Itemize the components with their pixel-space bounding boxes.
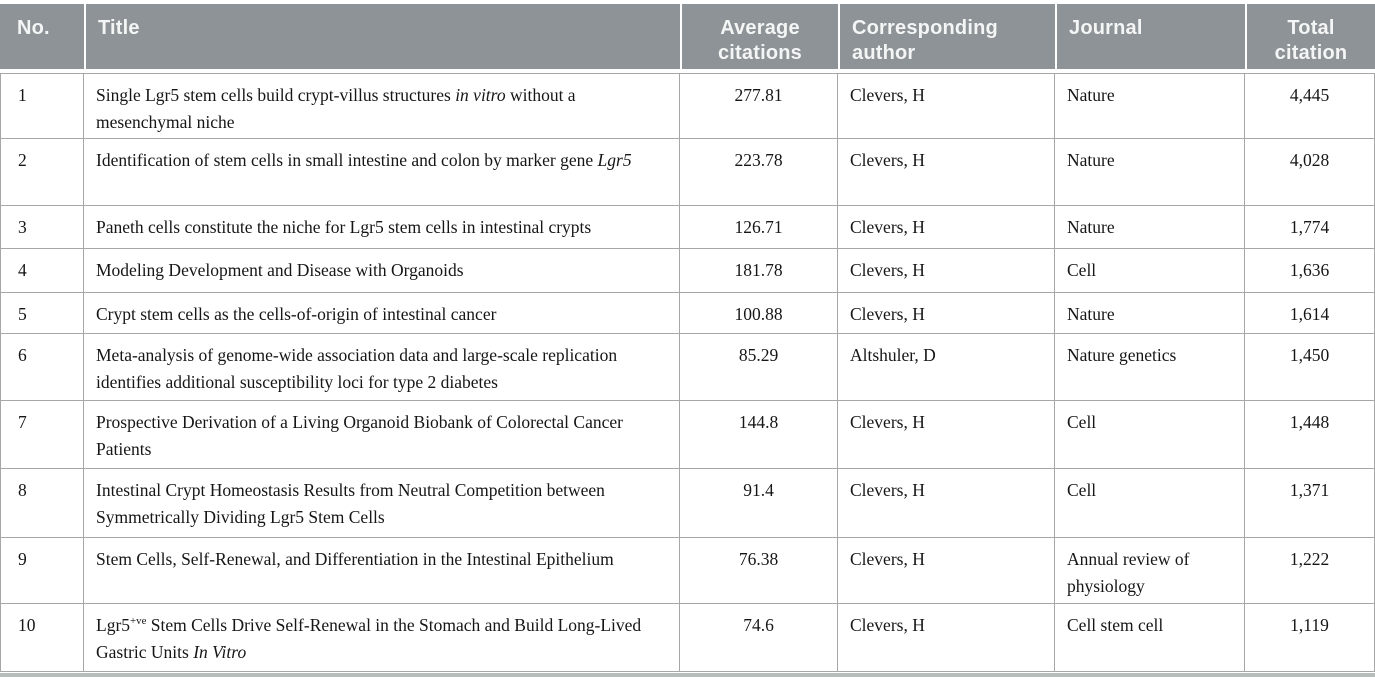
cell-corresponding-author: Clevers, H bbox=[838, 139, 1055, 206]
cell-title: Single Lgr5 stem cells build crypt-villu… bbox=[84, 73, 680, 139]
cell-journal: Cell bbox=[1055, 401, 1245, 469]
cell-average-citations: 85.29 bbox=[680, 334, 838, 401]
cell-total-citation: 1,371 bbox=[1245, 469, 1375, 538]
cell-total-citation: 1,774 bbox=[1245, 206, 1375, 249]
cell-total-citation: 1,450 bbox=[1245, 334, 1375, 401]
cell-corresponding-author: Clevers, H bbox=[838, 469, 1055, 538]
title-text: Single Lgr5 stem cells build crypt-villu… bbox=[96, 85, 456, 105]
cell-title: Modeling Development and Disease with Or… bbox=[84, 249, 680, 293]
cell-journal: Nature bbox=[1055, 73, 1245, 139]
cell-no: 5 bbox=[0, 293, 84, 334]
title-text: Lgr5 bbox=[96, 615, 131, 635]
header-row: No. Title Average citations Correspondin… bbox=[0, 4, 1375, 73]
cell-corresponding-author: Clevers, H bbox=[838, 206, 1055, 249]
title-text: Identification of stem cells in small in… bbox=[96, 150, 598, 170]
column-header-title: Title bbox=[84, 4, 680, 73]
title-text: Paneth cells constitute the niche for Lg… bbox=[96, 217, 592, 237]
cell-corresponding-author: Clevers, H bbox=[838, 249, 1055, 293]
cell-average-citations: 74.6 bbox=[680, 604, 838, 672]
title-text: Meta-analysis of genome-wide association… bbox=[96, 345, 618, 392]
cell-no: 6 bbox=[0, 334, 84, 401]
cell-no: 4 bbox=[0, 249, 84, 293]
cell-journal: Nature bbox=[1055, 139, 1245, 206]
table-row: 9 Stem Cells, Self-Renewal, and Different… bbox=[0, 538, 1375, 604]
column-header-no: No. bbox=[0, 4, 84, 73]
cell-journal: Cell stem cell bbox=[1055, 604, 1245, 672]
italic-text: in vitro bbox=[455, 85, 506, 105]
table-row: 6 Meta-analysis of genome-wide associatio… bbox=[0, 334, 1375, 401]
cell-no: 10 bbox=[0, 604, 84, 672]
table-row: 8 Intestinal Crypt Homeostasis Results fr… bbox=[0, 469, 1375, 538]
cell-journal: Nature genetics bbox=[1055, 334, 1245, 401]
title-text: Prospective Derivation of a Living Organ… bbox=[96, 412, 623, 459]
table-row: 10 Lgr5+ve Stem Cells Drive Self-Renewal … bbox=[0, 604, 1375, 672]
table-bottom-rule bbox=[0, 673, 1375, 677]
table-body: 1 Single Lgr5 stem cells build crypt-vill… bbox=[0, 73, 1375, 672]
cell-corresponding-author: Clevers, H bbox=[838, 401, 1055, 469]
cell-journal: Nature bbox=[1055, 206, 1245, 249]
column-header-journal: Journal bbox=[1055, 4, 1245, 73]
cell-no: 8 bbox=[0, 469, 84, 538]
cell-journal: Nature bbox=[1055, 293, 1245, 334]
title-text: without a mesenchymal niche bbox=[96, 85, 576, 132]
title-text: Intestinal Crypt Homeostasis Results fro… bbox=[96, 480, 605, 527]
cell-average-citations: 277.81 bbox=[680, 73, 838, 139]
title-text: Crypt stem cells as the cells-of-origin … bbox=[96, 304, 497, 324]
cell-no: 1 bbox=[0, 73, 84, 139]
title-text: Modeling Development and Disease with Or… bbox=[96, 260, 464, 280]
cell-title: Meta-analysis of genome-wide association… bbox=[84, 334, 680, 401]
cell-title: Identification of stem cells in small in… bbox=[84, 139, 680, 206]
cell-total-citation: 1,636 bbox=[1245, 249, 1375, 293]
title-text: Stem Cells Drive Self-Renewal in the Sto… bbox=[96, 615, 642, 662]
cell-average-citations: 91.4 bbox=[680, 469, 838, 538]
table-row: 1 Single Lgr5 stem cells build crypt-vill… bbox=[0, 73, 1375, 139]
table-row: 5 Crypt stem cells as the cells-of-origin… bbox=[0, 293, 1375, 334]
cell-total-citation: 1,448 bbox=[1245, 401, 1375, 469]
cell-journal: Cell bbox=[1055, 249, 1245, 293]
cell-title: Prospective Derivation of a Living Organ… bbox=[84, 401, 680, 469]
cell-no: 9 bbox=[0, 538, 84, 604]
cell-corresponding-author: Altshuler, D bbox=[838, 334, 1055, 401]
cell-corresponding-author: Clevers, H bbox=[838, 293, 1055, 334]
column-header-average-citations: Average citations bbox=[680, 4, 838, 73]
table-row: 4 Modeling Development and Disease with O… bbox=[0, 249, 1375, 293]
table-row: 2 Identification of stem cells in small i… bbox=[0, 139, 1375, 206]
cell-title: Stem Cells, Self-Renewal, and Differenti… bbox=[84, 538, 680, 604]
cell-total-citation: 1,222 bbox=[1245, 538, 1375, 604]
cell-average-citations: 126.71 bbox=[680, 206, 838, 249]
cell-corresponding-author: Clevers, H bbox=[838, 538, 1055, 604]
cell-title: Intestinal Crypt Homeostasis Results fro… bbox=[84, 469, 680, 538]
cell-average-citations: 223.78 bbox=[680, 139, 838, 206]
title-text: Stem Cells, Self-Renewal, and Differenti… bbox=[96, 549, 614, 569]
table-row: 7 Prospective Derivation of a Living Orga… bbox=[0, 401, 1375, 469]
table-row: 3 Paneth cells constitute the niche for L… bbox=[0, 206, 1375, 249]
cell-average-citations: 76.38 bbox=[680, 538, 838, 604]
cell-total-citation: 4,445 bbox=[1245, 73, 1375, 139]
citations-table: No. Title Average citations Correspondin… bbox=[0, 4, 1375, 672]
cell-no: 2 bbox=[0, 139, 84, 206]
cell-title: Paneth cells constitute the niche for Lg… bbox=[84, 206, 680, 249]
cell-average-citations: 100.88 bbox=[680, 293, 838, 334]
cell-corresponding-author: Clevers, H bbox=[838, 604, 1055, 672]
cell-journal: Annual review of physiology bbox=[1055, 538, 1245, 604]
cell-title: Lgr5+ve Stem Cells Drive Self-Renewal in… bbox=[84, 604, 680, 672]
column-header-total-citation: Total citation bbox=[1245, 4, 1375, 73]
table-header: No. Title Average citations Correspondin… bbox=[0, 4, 1375, 73]
column-header-corresponding-author: Corresponding author bbox=[838, 4, 1055, 73]
cell-total-citation: 1,119 bbox=[1245, 604, 1375, 672]
cell-total-citation: 4,028 bbox=[1245, 139, 1375, 206]
cell-title: Crypt stem cells as the cells-of-origin … bbox=[84, 293, 680, 334]
cell-average-citations: 144.8 bbox=[680, 401, 838, 469]
cell-corresponding-author: Clevers, H bbox=[838, 73, 1055, 139]
cell-journal: Cell bbox=[1055, 469, 1245, 538]
italic-text: In Vitro bbox=[193, 642, 247, 662]
cell-total-citation: 1,614 bbox=[1245, 293, 1375, 334]
cell-average-citations: 181.78 bbox=[680, 249, 838, 293]
cell-no: 7 bbox=[0, 401, 84, 469]
cell-no: 3 bbox=[0, 206, 84, 249]
italic-text: Lgr5 bbox=[597, 150, 632, 170]
superscript-text: +ve bbox=[130, 615, 147, 628]
